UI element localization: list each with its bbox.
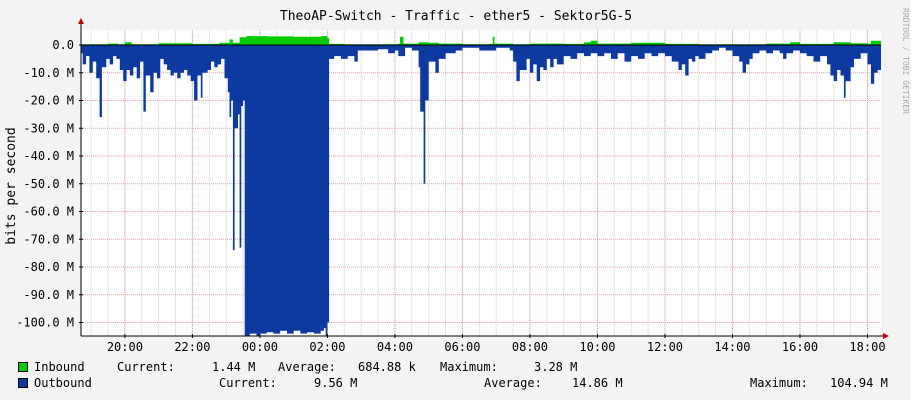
x-tick-label: 08:00 [512, 340, 548, 354]
x-tick-label: 10:00 [579, 340, 615, 354]
x-tick-label: 18:00 [849, 340, 885, 354]
inbound-maximum-label: Maximum: [440, 360, 498, 374]
inbound-current-label: Current: [117, 360, 175, 374]
x-axis-arrow [883, 333, 889, 339]
x-tick-label: 04:00 [377, 340, 413, 354]
plot-area [81, 30, 881, 336]
series-area-inbound [81, 36, 881, 45]
inbound-average-value: 684.88 k [358, 360, 416, 374]
y-tick-label: -90.0 M [23, 288, 74, 302]
y-axis-arrow [78, 18, 84, 24]
y-axis-label: bits per second [4, 127, 19, 244]
y-tick-label: 0.0 [52, 38, 74, 52]
x-tick-label: 06:00 [444, 340, 480, 354]
x-tick-label: 02:00 [309, 340, 345, 354]
legend-swatch-inbound [18, 362, 28, 372]
chart-title: TheoAP-Switch - Traffic - ether5 - Sekto… [280, 9, 632, 24]
x-tick-label: 22:00 [174, 340, 210, 354]
y-tick-label: -100.0 M [16, 316, 74, 330]
y-tick-label: -40.0 M [23, 149, 74, 163]
legend-swatch-outbound [18, 378, 28, 388]
outbound-maximum-label: Maximum: [750, 376, 808, 390]
rrdtool-watermark: RRDTOOL / TOBI OETIKER [901, 8, 910, 114]
y-tick-label: -30.0 M [23, 121, 74, 135]
inbound-maximum-value: 3.28 M [534, 360, 578, 374]
inbound-current-value: 1.44 M [212, 360, 256, 374]
outbound-current-label: Current: [219, 376, 277, 390]
outbound-average-value: 14.86 M [572, 376, 623, 390]
x-tick-label: 16:00 [782, 340, 818, 354]
inbound-average-label: Average: [278, 360, 336, 374]
y-tick-labels: 0.0 -10.0 M -20.0 M -30.0 M -40.0 M -50.0 M -6… [16, 38, 74, 330]
outbound-average-label: Average: [484, 376, 542, 390]
y-tick-label: -60.0 M [23, 205, 74, 219]
axes [78, 18, 889, 339]
y-tick-label: -70.0 M [23, 232, 74, 246]
y-tick-label: -50.0 M [23, 177, 74, 191]
x-tick-label: 12:00 [647, 340, 683, 354]
x-tick-label: 00:00 [242, 340, 278, 354]
y-tick-label: -10.0 M [23, 66, 74, 80]
x-tick-labels: 20:00 22:00 00:00 02:00 04:00 06:00 08:00 10:00… [107, 340, 886, 354]
outbound-current-value: 9.56 M [314, 376, 358, 390]
legend-label-outbound: Outbound [34, 376, 92, 390]
x-tick-label: 20:00 [107, 340, 143, 354]
y-tick-label: -20.0 M [23, 94, 74, 108]
outbound-maximum-value: 104.94 M [830, 376, 888, 390]
legend-label-inbound: Inbound [34, 360, 85, 374]
series-area-outbound [81, 45, 881, 337]
series-layer [81, 36, 881, 337]
y-tick-label: -80.0 M [23, 260, 74, 274]
x-tick-label: 14:00 [714, 340, 750, 354]
